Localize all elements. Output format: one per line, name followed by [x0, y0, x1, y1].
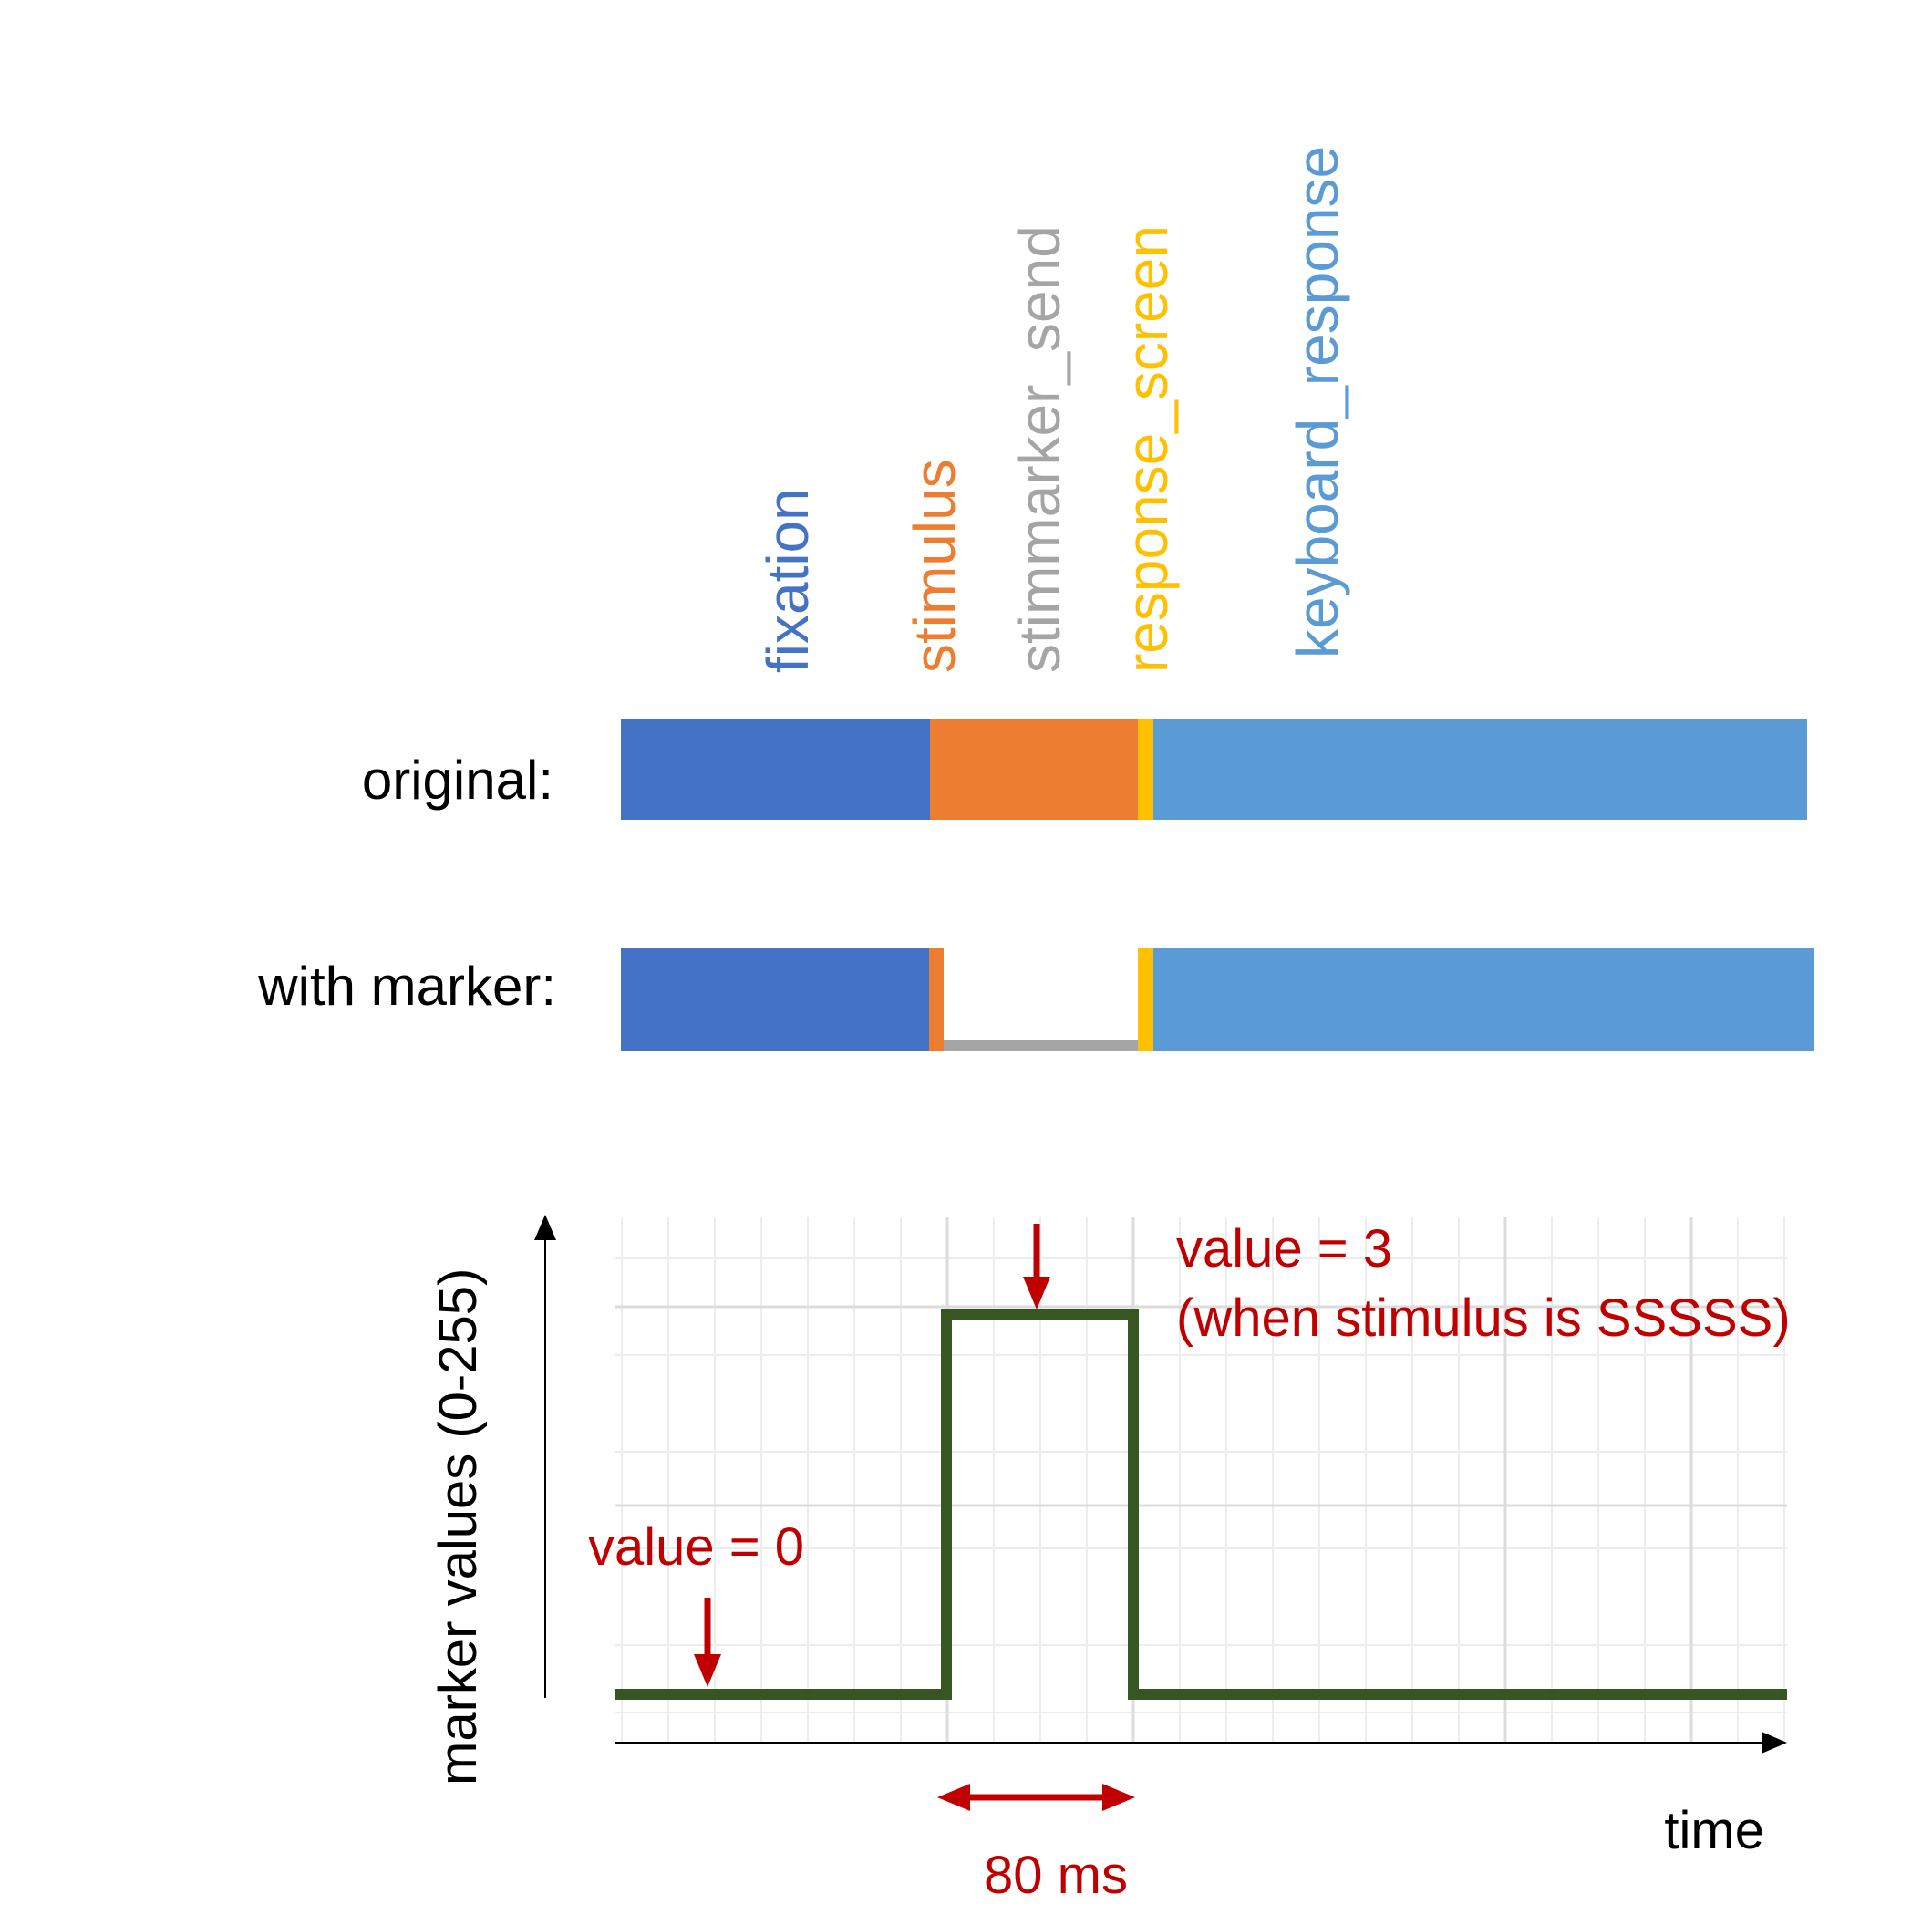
- phase-label-keyboard-response: keyboard_response: [1285, 146, 1350, 658]
- annotation-low-text: value = 0: [588, 1517, 804, 1577]
- x-axis-arrowhead: [1762, 1732, 1787, 1754]
- phase-label-fixation: fixation: [755, 488, 821, 673]
- marker-signal-line: [615, 1309, 1787, 1700]
- segment-keyboard-response: [1153, 719, 1807, 820]
- phase-label-response-screen: response_screen: [1114, 225, 1180, 673]
- segment-fixation: [621, 719, 930, 820]
- row-label-with-marker: with marker:: [257, 956, 556, 1017]
- segment-response-screen: [1138, 719, 1153, 820]
- down-arrowhead-icon: [694, 1654, 721, 1687]
- phase-label-stimmarker-send: stimmarker_send: [1007, 225, 1072, 673]
- segment-response-screen: [1138, 948, 1153, 1051]
- annotation-high-line1: value = 3: [1176, 1219, 1392, 1278]
- annotation-high-line2: (when stimulus is SSSSS): [1176, 1289, 1791, 1348]
- timeline-with-marker: [621, 948, 1814, 1051]
- left-arrowhead-icon: [937, 1784, 970, 1811]
- phase-labels: fixation stimulus stimmarker_send respon…: [755, 146, 1350, 673]
- segment-stimulus: [930, 719, 1138, 820]
- segment-stimmarker-send: [944, 1040, 1138, 1051]
- x-axis-label: time: [1664, 1801, 1764, 1860]
- plot-axes: [534, 1215, 1787, 1754]
- right-arrowhead-icon: [1102, 1784, 1135, 1811]
- duration-annotation: 80 ms: [937, 1784, 1135, 1905]
- annotation-value-0: value = 0: [588, 1517, 804, 1687]
- segment-fixation: [621, 948, 929, 1051]
- phase-label-stimulus: stimulus: [902, 459, 967, 673]
- y-axis-label: marker values (0-255): [429, 1268, 488, 1785]
- row-label-original: original:: [362, 750, 553, 811]
- segment-keyboard-response: [1153, 948, 1814, 1051]
- duration-label: 80 ms: [984, 1846, 1128, 1905]
- y-axis-arrowhead: [534, 1215, 556, 1240]
- timeline-original: [621, 719, 1807, 820]
- annotation-value-3: value = 3 (when stimulus is SSSSS): [1023, 1219, 1791, 1348]
- down-arrowhead-icon: [1023, 1277, 1050, 1309]
- segment-stimulus: [929, 948, 944, 1051]
